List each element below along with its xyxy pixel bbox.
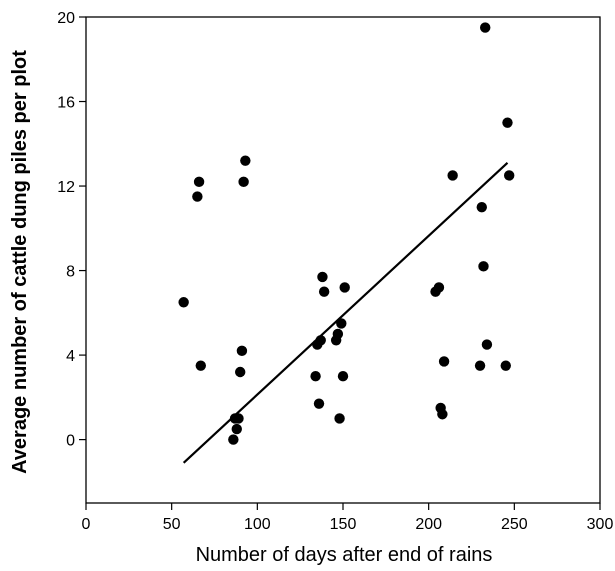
data-point [236, 345, 248, 357]
data-point [474, 360, 486, 371]
data-point [193, 176, 205, 188]
data-point [313, 398, 325, 409]
x-tick-label: 0 [82, 516, 91, 533]
data-point [480, 22, 491, 33]
data-point [240, 155, 251, 166]
axes: 0 50 100 150 200 250 300 0 4 8 12 16 20 [57, 10, 613, 533]
plot-area [178, 22, 515, 464]
data-point [238, 176, 249, 188]
data-point [339, 282, 350, 293]
y-tick-label: 4 [66, 348, 75, 365]
data-point [336, 318, 347, 329]
x-tick-label: 300 [587, 516, 614, 533]
x-tick-label: 50 [163, 516, 181, 533]
data-point [318, 286, 330, 297]
axis-titles: Number of days after end of rains Averag… [9, 50, 492, 566]
y-tick-label: 0 [66, 433, 75, 450]
data-point [447, 170, 458, 181]
data-point [332, 328, 344, 340]
data-point [503, 170, 515, 181]
data-point [231, 423, 242, 435]
data-point [433, 282, 445, 293]
y-tick-label: 8 [66, 264, 75, 281]
data-point [481, 339, 493, 350]
y-axis-title: Average number of cattle dung piles per … [9, 50, 31, 474]
y-tick-label: 16 [57, 95, 75, 112]
data-point [192, 191, 203, 202]
regression-line [182, 161, 509, 464]
x-tick-label: 150 [330, 516, 357, 533]
data-point [233, 413, 244, 424]
data-point [337, 371, 349, 382]
data-point [437, 409, 448, 420]
x-tick-label: 200 [415, 516, 442, 533]
data-point [334, 413, 345, 424]
data-point [500, 360, 511, 371]
plot-frame [85, 16, 601, 504]
data-point [502, 117, 513, 128]
data-point [310, 371, 321, 382]
data-point [476, 201, 487, 213]
data-point [195, 360, 206, 371]
data-point [438, 356, 450, 367]
data-point [228, 434, 239, 445]
data-point [478, 261, 489, 272]
x-axis-title: Number of days after end of rains [196, 544, 493, 566]
data-point [315, 335, 326, 346]
data-point [317, 271, 328, 283]
y-tick-label: 20 [57, 10, 75, 27]
y-tick-label: 12 [57, 179, 75, 196]
data-point [178, 297, 189, 308]
data-point [235, 366, 246, 378]
x-tick-label: 250 [501, 516, 528, 533]
x-tick-label: 100 [244, 516, 271, 533]
